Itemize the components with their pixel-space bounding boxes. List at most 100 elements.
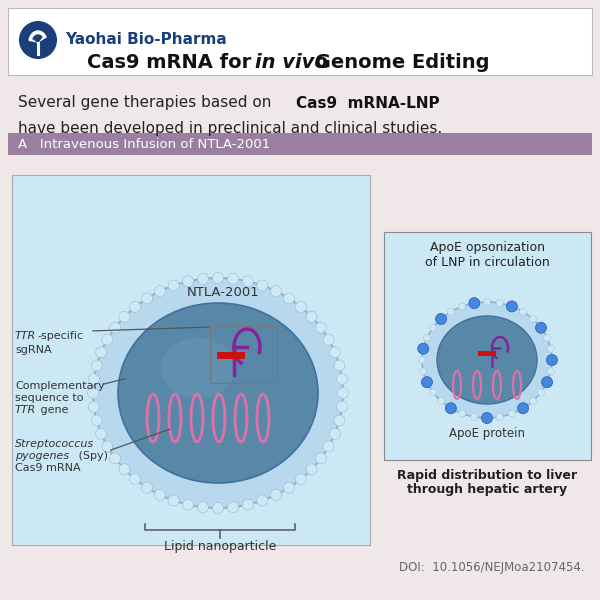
Circle shape [506, 301, 517, 312]
Circle shape [538, 389, 545, 396]
Circle shape [110, 453, 121, 464]
Circle shape [337, 374, 347, 385]
Circle shape [142, 293, 152, 304]
Circle shape [154, 286, 166, 296]
Circle shape [337, 401, 347, 412]
Text: DOI:  10.1056/NEJMoa2107454.: DOI: 10.1056/NEJMoa2107454. [400, 562, 585, 575]
Circle shape [102, 334, 113, 345]
Bar [12, 175, 370, 545]
Circle shape [337, 388, 349, 398]
Circle shape [430, 389, 436, 396]
Circle shape [154, 490, 166, 500]
Text: NTLA-2001: NTLA-2001 [187, 286, 259, 299]
Circle shape [242, 499, 253, 510]
Circle shape [242, 276, 253, 287]
Circle shape [496, 413, 503, 421]
Circle shape [484, 415, 491, 421]
Circle shape [110, 322, 121, 333]
Circle shape [544, 379, 551, 386]
Circle shape [496, 299, 503, 307]
Circle shape [448, 308, 454, 315]
Circle shape [95, 428, 107, 439]
Circle shape [19, 21, 57, 59]
Text: pyogenes: pyogenes [15, 451, 69, 461]
Circle shape [168, 280, 179, 291]
Text: of LNP in circulation: of LNP in circulation [425, 257, 550, 269]
Circle shape [197, 502, 208, 512]
Circle shape [306, 311, 317, 322]
Circle shape [544, 334, 551, 341]
Circle shape [538, 324, 545, 331]
Circle shape [323, 441, 334, 452]
Circle shape [329, 347, 340, 358]
Text: Cas9  mRNA-LNP: Cas9 mRNA-LNP [296, 95, 440, 110]
Circle shape [458, 410, 466, 417]
Circle shape [471, 299, 478, 307]
Circle shape [212, 272, 223, 283]
Circle shape [420, 368, 427, 375]
Circle shape [119, 464, 130, 475]
Circle shape [168, 495, 179, 506]
Circle shape [482, 413, 493, 424]
Circle shape [547, 345, 554, 352]
Circle shape [437, 398, 445, 404]
Text: ApoE opsonization: ApoE opsonization [430, 241, 545, 254]
Circle shape [508, 410, 515, 417]
Text: sequence to: sequence to [15, 393, 83, 403]
Circle shape [323, 334, 334, 345]
Circle shape [547, 368, 554, 375]
Ellipse shape [422, 302, 552, 418]
Text: -specific: -specific [37, 331, 83, 341]
Bar [8, 133, 592, 155]
Circle shape [536, 322, 547, 333]
Circle shape [424, 334, 430, 341]
Circle shape [88, 388, 98, 398]
Bar [478, 351, 496, 356]
Text: TTR: TTR [15, 405, 36, 415]
Text: ApoE protein: ApoE protein [449, 427, 525, 439]
Circle shape [420, 345, 427, 352]
Circle shape [271, 286, 281, 296]
Circle shape [142, 482, 152, 493]
Text: Streptococcus: Streptococcus [15, 439, 94, 449]
Circle shape [518, 403, 529, 414]
Circle shape [257, 280, 268, 291]
Circle shape [306, 464, 317, 475]
Circle shape [484, 298, 491, 305]
Circle shape [284, 482, 295, 493]
Bar [217, 352, 245, 359]
Bar [384, 232, 591, 460]
Text: Cas9 mRNA: Cas9 mRNA [15, 463, 80, 473]
Circle shape [295, 301, 307, 313]
Text: Genome Editing: Genome Editing [308, 53, 490, 73]
Text: Several gene therapies based on: Several gene therapies based on [18, 95, 276, 110]
Circle shape [91, 415, 102, 426]
Circle shape [182, 276, 194, 287]
Circle shape [212, 503, 223, 514]
Polygon shape [33, 35, 42, 42]
Circle shape [471, 413, 478, 421]
Circle shape [469, 298, 480, 308]
Circle shape [418, 343, 429, 354]
Circle shape [419, 356, 425, 364]
Circle shape [424, 379, 430, 386]
Circle shape [529, 398, 536, 404]
Circle shape [130, 301, 140, 313]
Circle shape [316, 453, 326, 464]
Text: TTR: TTR [15, 331, 36, 341]
Text: (Spy): (Spy) [75, 451, 108, 461]
Circle shape [436, 313, 446, 325]
Circle shape [88, 401, 100, 412]
Text: Lipid nanoparticle: Lipid nanoparticle [164, 540, 276, 553]
Circle shape [445, 403, 457, 414]
Circle shape [316, 322, 326, 333]
Circle shape [88, 374, 100, 385]
FancyBboxPatch shape [8, 8, 592, 75]
Polygon shape [29, 31, 46, 42]
Text: Complementary: Complementary [15, 381, 105, 391]
Circle shape [102, 441, 113, 452]
Circle shape [182, 499, 194, 510]
Circle shape [95, 347, 107, 358]
Circle shape [520, 405, 527, 412]
Circle shape [430, 324, 436, 331]
